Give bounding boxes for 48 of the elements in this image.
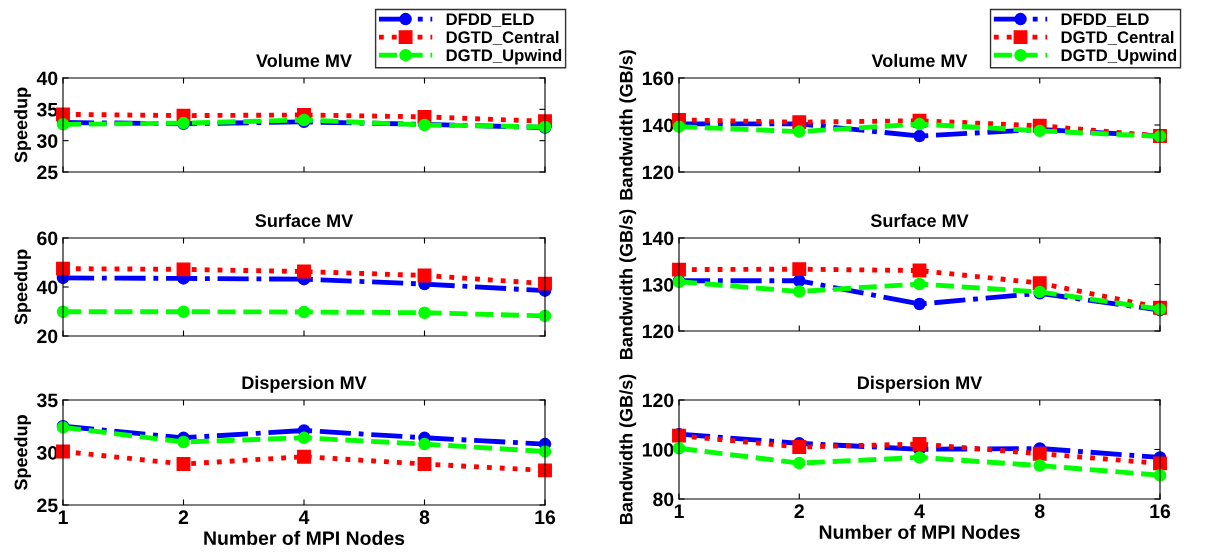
chart-title: Volume MV xyxy=(256,53,352,68)
y-axis-title: Speedup xyxy=(14,249,31,325)
chart-title: Surface MV xyxy=(870,213,969,228)
y-tick-label: 30 xyxy=(36,134,58,148)
y-tick-label: 35 xyxy=(36,393,58,408)
y-axis-title: Bandwidth (GB/s) xyxy=(619,50,637,200)
y-tick-label: 120 xyxy=(642,165,674,180)
y-axis-title: Bandwidth (GB/s) xyxy=(619,374,637,525)
y-tick-label: 120 xyxy=(642,393,674,408)
y-tick-label: 130 xyxy=(642,277,674,292)
legend-label: DGTD_Upwind xyxy=(1061,48,1177,65)
chart-title: Surface MV xyxy=(255,213,354,228)
y-tick-label: 40 xyxy=(36,280,58,295)
legend-label: DGTD_Central xyxy=(446,30,559,45)
y-tick-label: 80 xyxy=(653,492,674,507)
chart-title: Volume MV xyxy=(871,53,968,68)
x-tick-label: 4 xyxy=(298,510,310,524)
y-tick-label: 120 xyxy=(642,324,674,339)
y-tick-label: 20 xyxy=(37,329,58,344)
y-tick-label: 100 xyxy=(642,442,674,457)
y-tick-label: 140 xyxy=(642,118,674,133)
x-tick-label: 16 xyxy=(535,510,556,525)
y-tick-label: 25 xyxy=(37,498,58,513)
y-tick-label: 140 xyxy=(642,231,674,246)
y-tick-label: 40 xyxy=(36,71,58,86)
x-tick-label: 2 xyxy=(178,510,189,524)
chart-title: Dispersion MV xyxy=(242,375,367,393)
x-tick-label: 1 xyxy=(674,504,684,518)
legend-label: DGTD_Central xyxy=(1061,30,1174,45)
x-tick-label: 8 xyxy=(1034,504,1045,519)
legend-label: DFDD_ELD xyxy=(446,13,534,27)
x-tick-label: 16 xyxy=(1150,504,1171,519)
x-axis-title: Number of MPI Nodes xyxy=(819,524,1020,540)
y-axis-title: Bandwidth (GB/s) xyxy=(619,209,637,360)
y-tick-label: 35 xyxy=(36,102,58,117)
x-tick-label: 1 xyxy=(58,510,68,524)
y-axis-title: Speedup xyxy=(14,87,31,163)
y-axis-title: Speedup xyxy=(14,415,31,491)
x-axis-title: Number of MPI Nodes xyxy=(204,530,405,546)
y-tick-label: 160 xyxy=(642,71,674,86)
y-tick-label: 25 xyxy=(37,165,58,180)
chart-title: Dispersion MV xyxy=(858,375,983,393)
legend-label: DGTD_Upwind xyxy=(446,48,562,65)
x-tick-label: 4 xyxy=(914,504,925,518)
y-tick-label: 60 xyxy=(37,231,58,246)
x-tick-label: 8 xyxy=(419,510,430,525)
legend-label: DFDD_ELD xyxy=(1061,13,1149,27)
x-tick-label: 2 xyxy=(794,504,804,518)
